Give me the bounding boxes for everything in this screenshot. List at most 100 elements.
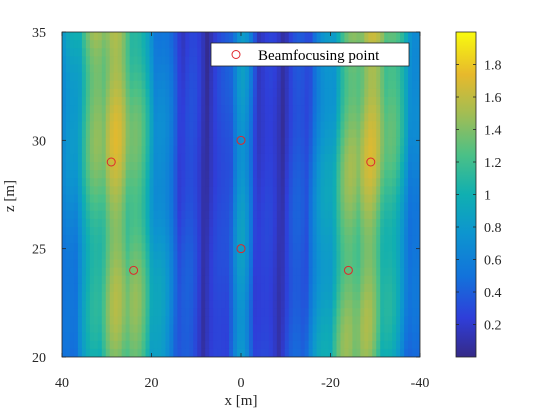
- heatmap-cell: [284, 121, 290, 131]
- heatmap-cell: [209, 32, 214, 41]
- heatmap-cell: [380, 105, 385, 114]
- heatmap-cell: [73, 218, 79, 228]
- heatmap-cell: [264, 137, 270, 147]
- heatmap-cell: [189, 259, 194, 269]
- heatmap-cell: [372, 80, 377, 90]
- heatmap-cell: [256, 194, 262, 204]
- heatmap-cell: [205, 72, 210, 82]
- heatmap-cell: [308, 316, 314, 326]
- heatmap-cell: [77, 153, 83, 163]
- heatmap-cell: [113, 202, 119, 212]
- heatmap-cell: [288, 340, 294, 350]
- heatmap-cell: [105, 218, 111, 228]
- heatmap-cell: [237, 251, 242, 261]
- heatmap-cell: [217, 97, 222, 106]
- heatmap-cell: [244, 340, 250, 350]
- heatmap-cell: [205, 308, 210, 317]
- heatmap-cell: [356, 218, 361, 228]
- heatmap-cell: [296, 162, 302, 171]
- heatmap-cell: [181, 137, 186, 147]
- heatmap-cell: [376, 243, 381, 252]
- heatmap-cell: [113, 300, 119, 309]
- heatmap-cell: [248, 259, 254, 269]
- heatmap-cell: [348, 32, 353, 41]
- heatmap-cell: [308, 105, 314, 114]
- heatmap-cell: [356, 88, 361, 98]
- heatmap-cell: [149, 300, 155, 309]
- heatmap-cell: [268, 170, 274, 179]
- heatmap-cell: [256, 80, 262, 90]
- heatmap-cell: [93, 340, 99, 350]
- heatmap-cell: [284, 88, 290, 98]
- heatmap-cell: [328, 121, 334, 131]
- heatmap-cell: [256, 170, 262, 179]
- heatmap-cell: [237, 64, 242, 74]
- heatmap-cell: [276, 194, 282, 204]
- heatmap-cell: [412, 80, 417, 90]
- heatmap-cell: [233, 129, 238, 139]
- heatmap-cell: [332, 308, 338, 317]
- heatmap-cell: [324, 324, 330, 334]
- heatmap-cell: [268, 227, 274, 236]
- heatmap-cell: [404, 259, 409, 269]
- heatmap-cell: [205, 64, 210, 74]
- heatmap-cell: [213, 105, 218, 114]
- heatmap-cell: [221, 267, 226, 277]
- heatmap-cell: [237, 348, 242, 357]
- heatmap-cell: [276, 243, 282, 252]
- heatmap-cell: [400, 300, 405, 309]
- heatmap-cell: [177, 153, 182, 163]
- heatmap-cell: [233, 300, 238, 309]
- heatmap-cell: [141, 235, 147, 244]
- heatmap-cell: [69, 40, 75, 49]
- heatmap-cell: [73, 178, 79, 187]
- heatmap-cell: [133, 316, 139, 326]
- heatmap-cell: [376, 121, 381, 131]
- heatmap-cell: [348, 186, 353, 196]
- heatmap-cell: [328, 235, 334, 244]
- heatmap-cell: [233, 243, 238, 252]
- heatmap-cell: [268, 129, 274, 139]
- heatmap-cell: [233, 267, 238, 277]
- heatmap-cell: [292, 235, 298, 244]
- heatmap-cell: [416, 121, 420, 131]
- heatmap-cell: [252, 348, 258, 357]
- heatmap-cell: [348, 324, 353, 334]
- heatmap-cell: [268, 235, 274, 244]
- heatmap-cell: [241, 170, 246, 179]
- heatmap-cell: [65, 194, 71, 204]
- heatmap-cell: [97, 308, 103, 317]
- heatmap-cell: [125, 186, 131, 196]
- heatmap-cell: [173, 64, 178, 74]
- heatmap-cell: [348, 88, 353, 98]
- heatmap-cell: [376, 324, 381, 334]
- heatmap-cell: [77, 113, 83, 122]
- heatmap-cell: [153, 80, 159, 90]
- heatmap-cell: [229, 227, 234, 236]
- heatmap-cell: [384, 113, 389, 122]
- heatmap-cell: [201, 243, 206, 252]
- heatmap-cell: [193, 235, 198, 244]
- heatmap-cell: [62, 267, 67, 277]
- heatmap-cell: [73, 300, 79, 309]
- heatmap-cell: [217, 267, 222, 277]
- heatmap-cell: [85, 348, 91, 357]
- heatmap-cell: [304, 186, 310, 196]
- heatmap-cell: [169, 259, 174, 269]
- heatmap-cell: [368, 88, 373, 98]
- heatmap-cell: [237, 324, 242, 334]
- heatmap-cell: [412, 105, 417, 114]
- heatmap-cell: [189, 283, 194, 293]
- heatmap-cell: [89, 121, 95, 131]
- heatmap-cell: [308, 267, 314, 277]
- heatmap-cell: [292, 194, 298, 204]
- heatmap-cell: [213, 235, 218, 244]
- heatmap-cell: [173, 162, 178, 171]
- heatmap-cell: [149, 340, 155, 350]
- heatmap-cell: [97, 218, 103, 228]
- heatmap-cell: [221, 105, 226, 114]
- heatmap-cell: [93, 48, 99, 57]
- heatmap-cell: [205, 235, 210, 244]
- heatmap-cell: [416, 316, 420, 326]
- heatmap-cell: [65, 210, 71, 220]
